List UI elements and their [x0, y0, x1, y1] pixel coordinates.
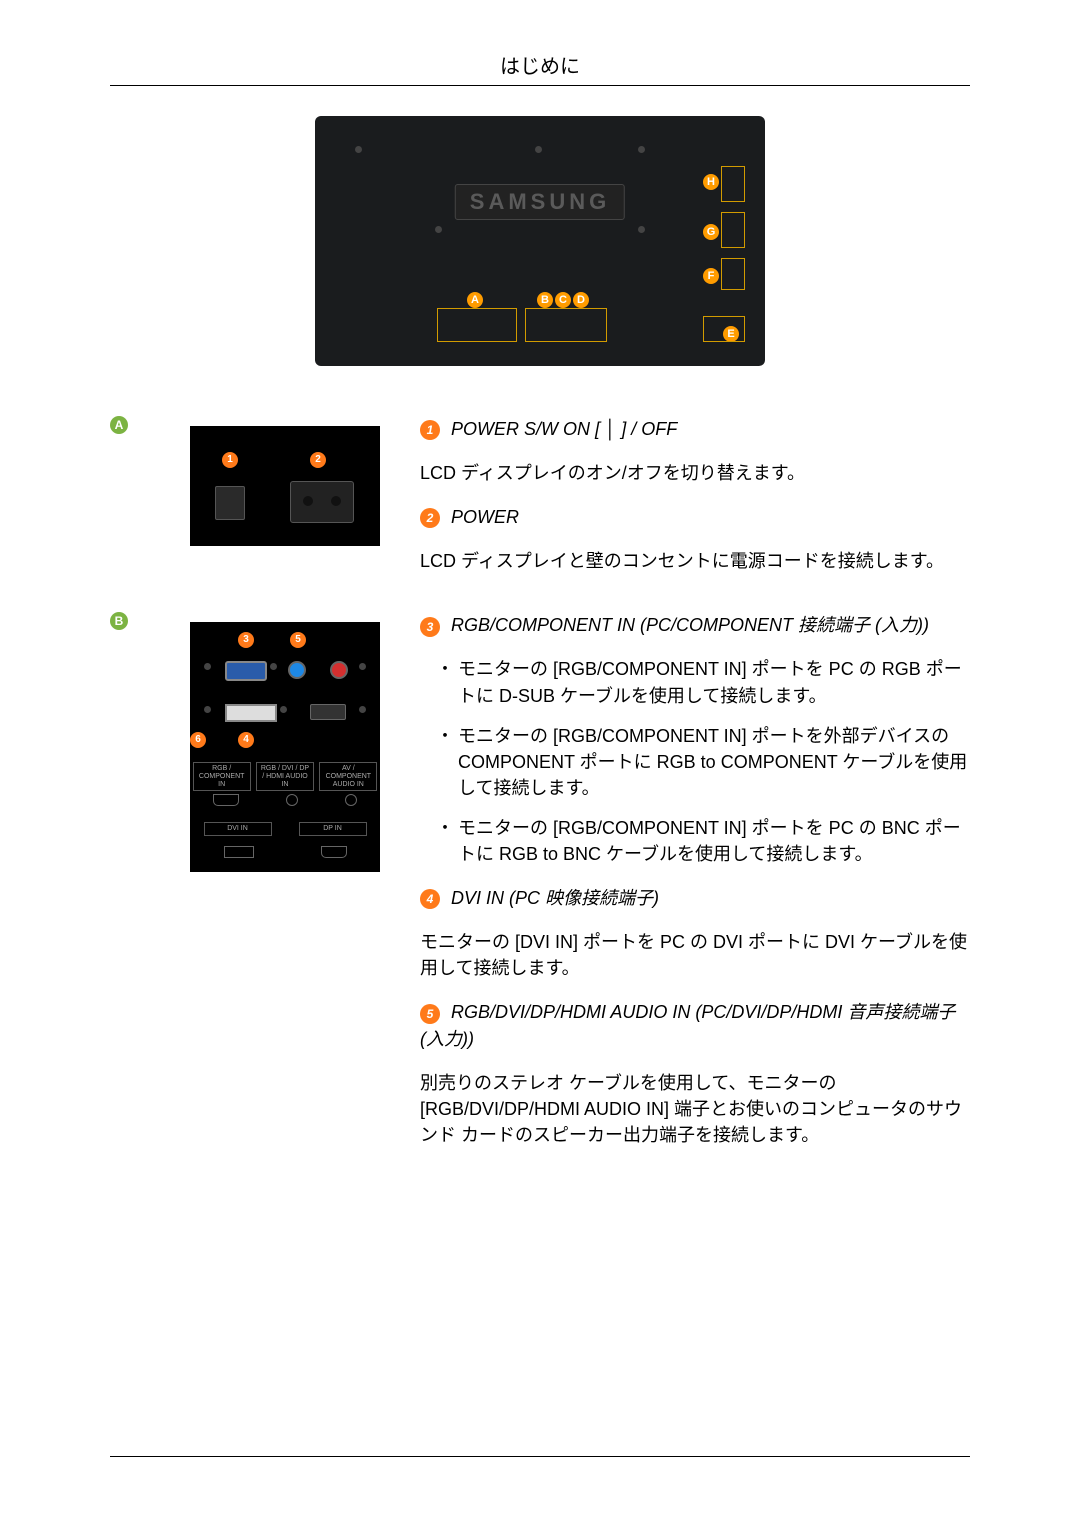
port-shape-icon — [224, 846, 254, 858]
num-5: 5 — [420, 1004, 440, 1024]
num-2: 2 — [420, 508, 440, 528]
panel-marker-2: 2 — [310, 452, 326, 468]
dp-port-icon — [310, 704, 346, 720]
num-4: 4 — [420, 889, 440, 909]
panel-marker-4: 4 — [238, 732, 254, 748]
screw-dot — [204, 663, 211, 670]
marker-g: G — [703, 224, 719, 240]
section-a-badge: A — [110, 416, 128, 434]
page-header: はじめに — [110, 50, 970, 86]
marker-a: A — [467, 292, 483, 308]
num-1: 1 — [420, 420, 440, 440]
item5-title-line: 5 RGB/DVI/DP/HDMI AUDIO IN (PC/DVI/DP/HD… — [420, 999, 970, 1051]
section-b: B 3 5 — [110, 612, 970, 1166]
label-dvi-in: DVI IN — [204, 822, 272, 836]
item1-title-line: 1 POWER S/W ON [ │ ] / OFF — [420, 416, 970, 442]
item3-title-line: 3 RGB/COMPONENT IN (PC/COMPONENT 接続端子 (入… — [420, 612, 970, 638]
section-a: A 1 2 1 POWER S/W ON [ │ ] / OFF LCD ディス… — [110, 416, 970, 592]
page: はじめに SAMSUNG H G F A B C D E A — [0, 0, 1080, 1527]
item3-bullets: モニターの [RGB/COMPONENT IN] ポートを PC の RGB ポ… — [420, 656, 970, 867]
jack-shape-icon — [286, 794, 298, 806]
outline-h — [721, 166, 745, 202]
outline-a — [437, 308, 517, 342]
jack-shape-icon — [345, 794, 357, 806]
label-rgb-component: RGB / COMPONENT IN — [193, 762, 251, 791]
screw-dot — [359, 663, 366, 670]
label-dp-in: DP IN — [299, 822, 367, 836]
item5-desc: 別売りのステレオ ケーブルを使用して、モニターの [RGB/DVI/DP/HDM… — [420, 1070, 970, 1148]
screw-dot — [638, 146, 645, 153]
screw-dot — [359, 706, 366, 713]
panel-marker-3: 3 — [238, 632, 254, 648]
item3-bullet-3: モニターの [RGB/COMPONENT IN] ポートを PC の BNC ポ… — [440, 815, 970, 867]
label-av-audio: AV / COMPONENT AUDIO IN — [319, 762, 377, 791]
label-audio-in: RGB / DVI / DP / HDMI AUDIO IN — [256, 762, 314, 791]
page-title: はじめに — [500, 56, 580, 78]
item4-title: DVI IN (PC 映像接続端子) — [451, 888, 659, 908]
power-inlet-icon — [290, 481, 354, 523]
item4-desc: モニターの [DVI IN] ポートを PC の DVI ポートに DVI ケー… — [420, 929, 970, 981]
port-label-row-2: DVI IN DP IN — [190, 822, 380, 836]
outline-f — [721, 258, 745, 290]
panel-marker-6: 6 — [190, 732, 206, 748]
power-panel-diagram: 1 2 — [190, 426, 380, 546]
screw-dot — [270, 663, 277, 670]
screw-dot — [204, 706, 211, 713]
audio-jack-blue-icon — [288, 661, 306, 679]
item5-title: RGB/DVI/DP/HDMI AUDIO IN (PC/DVI/DP/HDMI… — [420, 1002, 955, 1048]
screw-dot — [280, 706, 287, 713]
ports-panel-diagram: 3 5 4 6 — [190, 622, 380, 872]
item3-bullet-1: モニターの [RGB/COMPONENT IN] ポートを PC の RGB ポ… — [440, 656, 970, 708]
vga-port-icon — [225, 661, 267, 681]
marker-c: C — [555, 292, 571, 308]
screw-dot — [355, 146, 362, 153]
section-b-badge: B — [110, 612, 128, 630]
panel-marker-5: 5 — [290, 632, 306, 648]
screw-dot — [638, 226, 645, 233]
dvi-port-icon — [225, 704, 277, 722]
port-icon-row — [190, 794, 380, 806]
power-switch-icon — [215, 486, 245, 520]
item3-bullet-2: モニターの [RGB/COMPONENT IN] ポートを外部デバイスの COM… — [440, 723, 970, 801]
port-label-row-1: RGB / COMPONENT IN RGB / DVI / DP / HDMI… — [190, 762, 380, 791]
screw-dot — [535, 146, 542, 153]
num-3: 3 — [420, 617, 440, 637]
monitor-back-diagram: SAMSUNG H G F A B C D E — [315, 116, 765, 366]
item2-title-line: 2 POWER — [420, 504, 970, 530]
item3-title: RGB/COMPONENT IN (PC/COMPONENT 接続端子 (入力)… — [451, 615, 929, 635]
footer-rule — [110, 1456, 970, 1457]
port-shape-icon — [213, 794, 239, 806]
marker-h: H — [703, 174, 719, 190]
outline-e — [703, 316, 745, 342]
brand-logo: SAMSUNG — [455, 184, 625, 220]
marker-d: D — [573, 292, 589, 308]
item1-title: POWER S/W ON [ │ ] / OFF — [451, 419, 677, 439]
item1-desc: LCD ディスプレイのオン/オフを切り替えます。 — [420, 460, 970, 486]
item2-desc: LCD ディスプレイと壁のコンセントに電源コードを接続します。 — [420, 548, 970, 574]
marker-b: B — [537, 292, 553, 308]
port-shape-icon — [321, 846, 347, 858]
outline-bcd — [525, 308, 607, 342]
panel-marker-1: 1 — [222, 452, 238, 468]
audio-jack-red-icon — [330, 661, 348, 679]
marker-f: F — [703, 268, 719, 284]
item2-title: POWER — [451, 507, 519, 527]
port-icon-row-2 — [190, 846, 380, 858]
outline-g — [721, 212, 745, 248]
screw-dot — [435, 226, 442, 233]
item4-title-line: 4 DVI IN (PC 映像接続端子) — [420, 885, 970, 911]
